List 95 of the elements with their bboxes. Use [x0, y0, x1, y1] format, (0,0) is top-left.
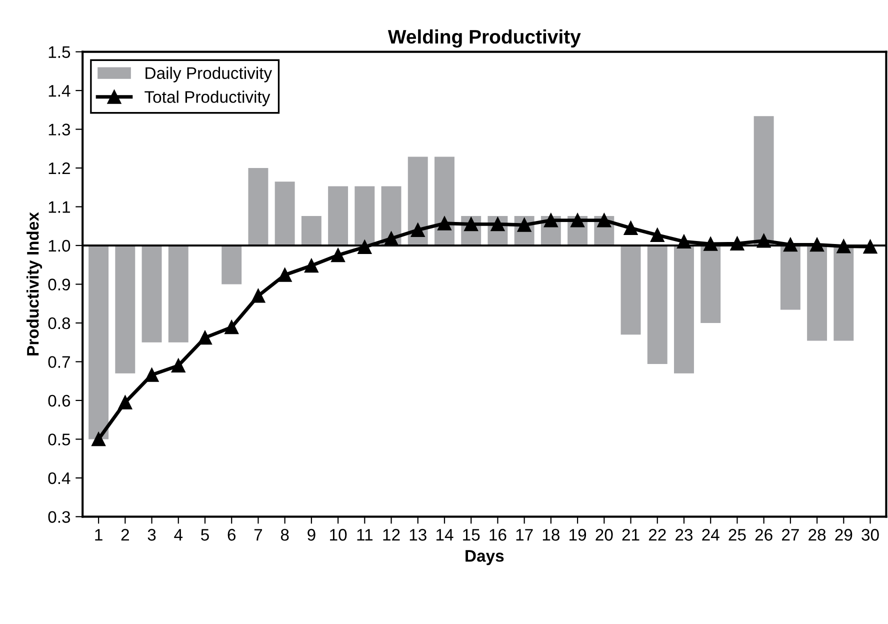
- bar: [647, 245, 668, 364]
- y-tick-label: 0.5: [48, 434, 70, 446]
- bar: [301, 216, 322, 246]
- point: [384, 232, 398, 246]
- x-tick-label: 15: [463, 529, 480, 541]
- x-tick-label: 12: [383, 528, 400, 541]
- y-tick-label: 1.3: [48, 124, 70, 136]
- bar: [168, 245, 188, 342]
- point: [171, 358, 186, 373]
- point: [278, 268, 292, 282]
- x-tick-label: 17: [516, 529, 533, 541]
- point: [570, 213, 584, 228]
- y-tick-label: 0.4: [48, 472, 70, 484]
- point: [224, 320, 239, 334]
- x-tick-label: 10: [330, 528, 347, 541]
- bar: [328, 186, 348, 246]
- y-tick-label: 1.5: [48, 46, 70, 58]
- point: [118, 395, 132, 410]
- point: [836, 239, 851, 254]
- x-tick-label: 11: [357, 529, 372, 541]
- chart-title: Welding Productivity: [388, 29, 581, 48]
- x-tick-label: 30: [862, 528, 879, 541]
- point: [438, 216, 452, 230]
- point: [410, 223, 425, 237]
- bar: [408, 156, 428, 246]
- bar: [620, 245, 641, 335]
- y-tick-label: 0.3: [48, 511, 70, 523]
- x-tick-label: 26: [755, 528, 772, 541]
- bar: [834, 245, 854, 341]
- x-tick-label: 3: [148, 528, 156, 541]
- legend-label: Daily Productivity: [146, 66, 272, 82]
- x-tick-label: 7: [254, 529, 262, 541]
- x-tick-label: 24: [702, 528, 720, 541]
- point: [358, 240, 372, 254]
- x-tick-label: 27: [782, 528, 799, 541]
- legend-label: Total Productivity: [144, 90, 270, 106]
- x-tick-label: 2: [121, 528, 129, 541]
- bar: [780, 245, 800, 310]
- x-tick-label: 23: [676, 528, 693, 541]
- bar: [248, 168, 268, 246]
- point: [597, 213, 612, 228]
- point: [730, 236, 744, 250]
- x-tick-label: 6: [228, 528, 236, 541]
- point: [331, 248, 345, 262]
- x-tick-label: 20: [596, 528, 613, 541]
- bar: [807, 245, 828, 341]
- bar: [700, 245, 721, 323]
- point: [704, 237, 718, 251]
- point: [144, 368, 159, 382]
- bar: [222, 245, 242, 284]
- point: [756, 234, 771, 248]
- point: [92, 432, 106, 446]
- point: [863, 240, 878, 254]
- point: [624, 221, 638, 236]
- y-tick-label: 0.7: [48, 356, 70, 368]
- x-tick-label: 18: [542, 528, 560, 541]
- bar: [274, 182, 295, 246]
- bar: [434, 156, 454, 246]
- y-tick-label: 1.1: [48, 201, 70, 213]
- x-tick-label: 21: [622, 528, 640, 541]
- x-tick-label: 8: [280, 528, 289, 541]
- point: [304, 258, 318, 273]
- bar: [674, 245, 694, 374]
- bar: [354, 186, 375, 246]
- bar: [754, 116, 774, 246]
- x-tick-label: 14: [436, 529, 454, 541]
- point: [810, 238, 824, 252]
- x-tick-label: 9: [308, 528, 316, 541]
- point: [677, 234, 691, 249]
- y-tick-label: 0.6: [48, 394, 70, 407]
- bar: [115, 245, 136, 374]
- y-tick-label: 0.9: [48, 278, 70, 290]
- x-tick-label: 19: [570, 528, 586, 541]
- y-tick-label: 1.0: [48, 240, 70, 252]
- y-tick-label: 1.4: [48, 85, 70, 97]
- x-axis-title: Days: [466, 550, 504, 566]
- x-tick-label: 29: [835, 528, 852, 541]
- point: [650, 228, 664, 242]
- y-tick-label: 1.2: [48, 162, 70, 174]
- bar: [88, 245, 109, 440]
- x-tick-label: 13: [410, 528, 426, 541]
- x-tick-label: 28: [808, 528, 826, 541]
- point: [783, 238, 798, 252]
- y-tick-label: 0.8: [48, 317, 70, 330]
- x-tick-label: 25: [728, 528, 746, 541]
- x-tick-label: 16: [490, 528, 506, 541]
- point: [544, 213, 558, 228]
- point: [198, 330, 212, 345]
- x-tick-label: 4: [174, 529, 183, 541]
- x-tick-label: 1: [95, 529, 102, 541]
- x-tick-label: 22: [648, 528, 666, 541]
- bar: [142, 245, 162, 342]
- point: [251, 288, 266, 303]
- y-axis-title: Productivity Index: [26, 212, 42, 356]
- x-tick-label: 5: [201, 529, 209, 541]
